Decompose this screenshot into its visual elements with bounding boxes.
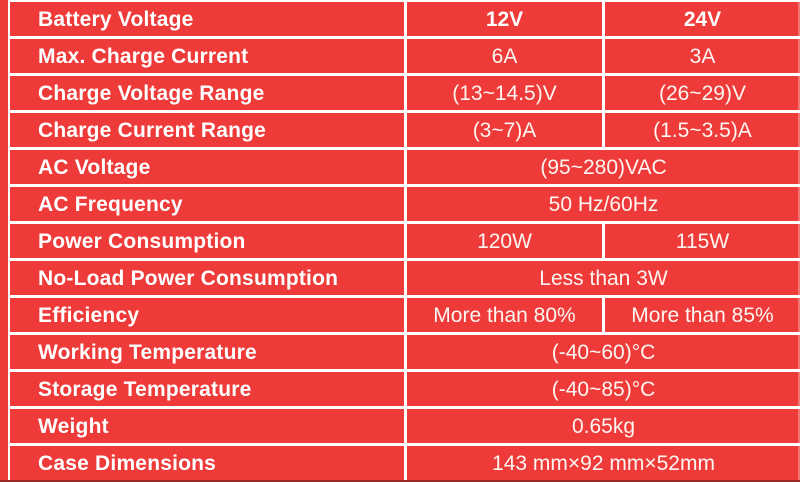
cell-ac-voltage: (95~280)VAC xyxy=(407,150,800,184)
cell-working-temperature: (-40~60)°C xyxy=(407,335,800,369)
row-label-max-charge-current: Max. Charge Current xyxy=(10,39,404,73)
cell-charge-current-range-24v: (1.5~3.5)A xyxy=(605,113,800,147)
cell-power-consumption-12v: 120W xyxy=(407,224,602,258)
row-label-storage-temperature: Storage Temperature xyxy=(10,372,404,406)
row-label-charge-current-range: Charge Current Range xyxy=(10,113,404,147)
cell-max-charge-current-24v: 3A xyxy=(605,39,800,73)
cell-efficiency-24v: More than 85% xyxy=(605,298,800,332)
row-label-weight: Weight xyxy=(10,409,404,443)
cell-storage-temperature: (-40~85)°C xyxy=(407,372,800,406)
cell-weight: 0.65kg xyxy=(407,409,800,443)
cell-charge-voltage-range-12v: (13~14.5)V xyxy=(407,76,602,110)
row-label-battery-voltage: Battery Voltage xyxy=(10,2,404,36)
cell-charge-current-range-12v: (3~7)A xyxy=(407,113,602,147)
row-label-efficiency: Efficiency xyxy=(10,298,404,332)
battery-charger-spec-table: Battery Voltage 12V 24V Max. Charge Curr… xyxy=(8,0,800,480)
row-label-ac-voltage: AC Voltage xyxy=(10,150,404,184)
row-label-working-temperature: Working Temperature xyxy=(10,335,404,369)
cell-max-charge-current-12v: 6A xyxy=(407,39,602,73)
cell-no-load-power-consumption: Less than 3W xyxy=(407,261,800,295)
row-label-power-consumption: Power Consumption xyxy=(10,224,404,258)
cell-battery-voltage-12v: 12V xyxy=(407,2,602,36)
cell-charge-voltage-range-24v: (26~29)V xyxy=(605,76,800,110)
cell-ac-frequency: 50 Hz/60Hz xyxy=(407,187,800,221)
row-label-no-load-power-consumption: No-Load Power Consumption xyxy=(10,261,404,295)
cell-power-consumption-24v: 115W xyxy=(605,224,800,258)
cell-battery-voltage-24v: 24V xyxy=(605,2,800,36)
row-label-ac-frequency: AC Frequency xyxy=(10,187,404,221)
cell-case-dimensions: 143 mm×92 mm×52mm xyxy=(407,446,800,480)
row-label-case-dimensions: Case Dimensions xyxy=(10,446,404,480)
row-label-charge-voltage-range: Charge Voltage Range xyxy=(10,76,404,110)
cell-efficiency-12v: More than 80% xyxy=(407,298,602,332)
